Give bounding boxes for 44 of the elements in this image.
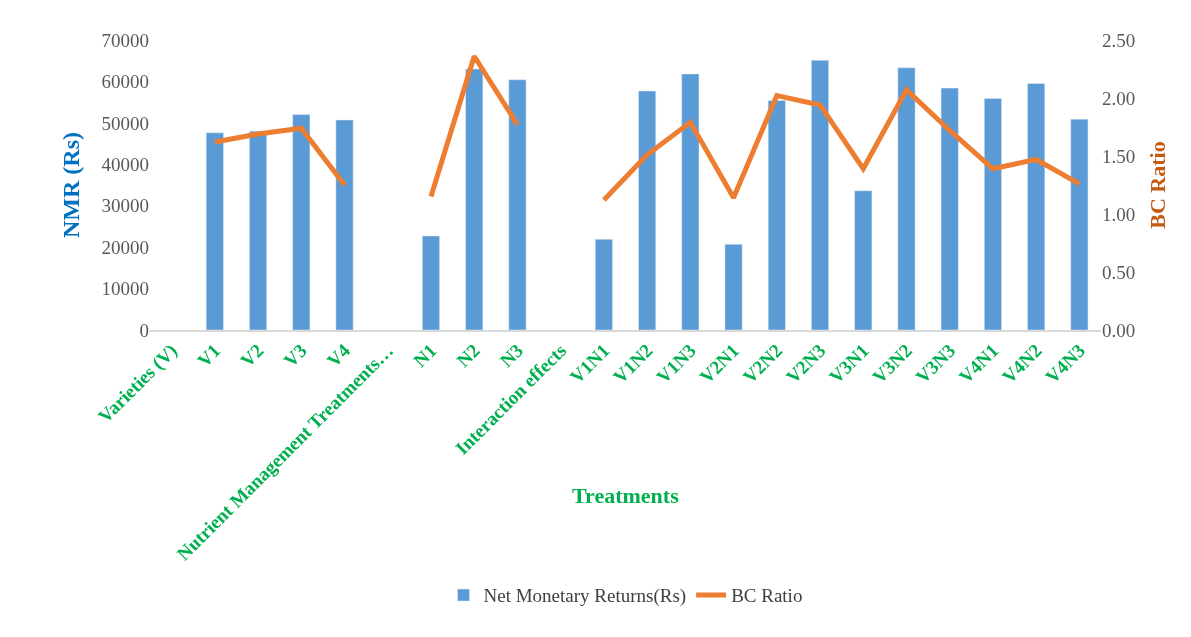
y2-tick-label: 0.00 — [1102, 319, 1136, 341]
bar — [638, 90, 657, 330]
y-tick-label: 60000 — [101, 71, 149, 93]
bar — [854, 190, 873, 330]
x-axis-title: Treatments — [572, 483, 680, 508]
y-tick-label: 30000 — [101, 195, 149, 217]
y2-tick-label: 2.00 — [1102, 87, 1136, 109]
y-tick-label: 0 — [139, 319, 149, 341]
x-tick-label: N1 — [409, 339, 441, 372]
bar — [1027, 83, 1046, 330]
bar — [940, 87, 959, 330]
bar — [335, 119, 354, 330]
y-tick-label: 20000 — [101, 236, 149, 258]
x-tick-label: N2 — [452, 339, 484, 372]
y2-tick-label: 2.50 — [1102, 29, 1136, 51]
bar — [811, 60, 829, 330]
bar — [594, 239, 613, 330]
bar — [984, 98, 1002, 330]
bar — [292, 114, 311, 330]
x-tick-label: V2 — [236, 339, 268, 372]
y2-axis-title: BC Ratio — [1145, 141, 1171, 229]
bar — [724, 243, 743, 330]
y2-tick-label: 1.50 — [1102, 145, 1136, 167]
y-tick-label: 40000 — [101, 153, 149, 175]
bar — [681, 73, 700, 330]
bar — [422, 235, 440, 330]
bar — [767, 100, 786, 330]
y-tick-label: 10000 — [101, 278, 149, 300]
legend-label: Net Monetary Returns(Rs) — [483, 585, 687, 608]
legend-label: BC Ratio — [731, 585, 803, 607]
x-tick-label: N3 — [495, 339, 527, 372]
x-tick-label: V3 — [279, 339, 311, 372]
bar — [508, 79, 527, 330]
y-axis-title: NMR (Rs) — [57, 132, 84, 238]
bar — [465, 68, 484, 330]
y-tick-label: 50000 — [101, 112, 149, 134]
y2-tick-label: 0.50 — [1102, 261, 1136, 283]
y2-tick-label: 1.00 — [1102, 203, 1136, 225]
bar — [205, 132, 224, 330]
y-tick-label: 70000 — [101, 29, 149, 51]
x-tick-label: V1 — [193, 339, 225, 372]
bar — [897, 67, 916, 330]
bar — [249, 130, 267, 330]
bar — [1070, 118, 1089, 330]
